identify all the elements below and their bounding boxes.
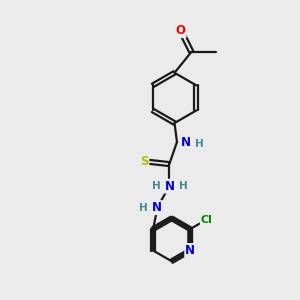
Text: N: N	[185, 244, 195, 257]
Text: N: N	[181, 136, 190, 148]
Text: H: H	[195, 139, 203, 148]
Text: H: H	[179, 181, 188, 191]
Text: N: N	[165, 180, 175, 193]
Text: Cl: Cl	[201, 214, 213, 225]
Text: O: O	[176, 24, 186, 37]
Text: H: H	[152, 181, 161, 191]
Text: S: S	[140, 155, 148, 168]
Text: H: H	[139, 202, 148, 213]
Text: N: N	[152, 201, 162, 214]
